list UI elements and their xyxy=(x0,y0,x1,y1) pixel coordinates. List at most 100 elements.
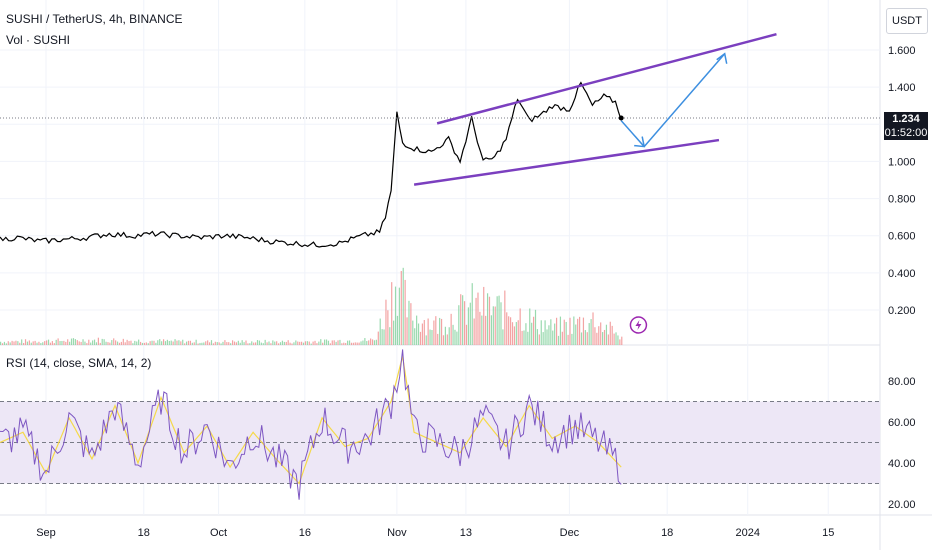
volume-bar xyxy=(17,341,19,345)
volume-legend[interactable]: Vol · SUSHI xyxy=(6,33,71,47)
rsi-tick-label: 80.00 xyxy=(888,376,916,388)
volume-bar xyxy=(469,302,471,345)
volume-bar xyxy=(262,343,264,345)
volume-bar xyxy=(408,300,410,345)
volume-bar xyxy=(389,327,391,345)
volume-bar xyxy=(617,335,619,345)
volume-bar xyxy=(565,321,567,345)
volume-bar xyxy=(509,317,512,345)
volume-bar xyxy=(444,326,446,345)
volume-bar xyxy=(335,341,337,345)
volume-bar xyxy=(55,339,57,345)
volume-bar xyxy=(446,334,448,345)
volume-bar xyxy=(377,331,379,345)
volume-bar xyxy=(498,295,500,345)
volume-bar xyxy=(253,342,255,345)
volume-bar xyxy=(149,341,151,345)
volume-bar xyxy=(462,295,464,345)
volume-bar xyxy=(452,324,454,345)
volume-bar xyxy=(590,319,592,345)
volume-bar xyxy=(475,297,477,345)
volume-bar xyxy=(312,341,314,345)
volume-bar xyxy=(609,321,611,345)
volume-bar xyxy=(322,342,324,345)
rsi-moving-average-line xyxy=(0,356,622,485)
volume-bar xyxy=(23,342,25,345)
lightning-bolt-glyph xyxy=(635,320,642,330)
volume-bar xyxy=(504,290,506,345)
symbol-title[interactable]: SUSHI / TetherUS, 4h, BINANCE xyxy=(6,12,183,26)
volume-bar xyxy=(36,342,38,345)
volume-bar xyxy=(437,333,439,345)
volume-bar xyxy=(195,339,197,345)
volume-bar xyxy=(266,342,268,345)
volume-bar xyxy=(264,339,266,345)
volume-bar xyxy=(621,336,623,345)
volume-bar xyxy=(561,331,563,345)
volume-bar xyxy=(172,341,174,345)
volume-bar xyxy=(0,341,2,345)
volume-bar xyxy=(569,317,571,345)
volume-bar xyxy=(249,343,251,345)
volume-bar xyxy=(115,340,117,345)
rsi-legend[interactable]: RSI (14, close, SMA, 14, 2) xyxy=(6,356,152,370)
volume-bar xyxy=(531,322,533,345)
volume-bar xyxy=(38,341,40,345)
volume-bar xyxy=(220,343,222,345)
volume-bar xyxy=(164,341,167,345)
volume-bar xyxy=(358,342,360,345)
volume-bar xyxy=(316,343,318,345)
channel-upper-trendline xyxy=(436,33,777,125)
volume-bar xyxy=(168,340,170,345)
volume-bar xyxy=(170,340,172,345)
volume-bar xyxy=(588,323,590,345)
volume-bar xyxy=(276,341,278,345)
volume-bar xyxy=(431,330,433,345)
volume-bar xyxy=(329,343,331,345)
volume-bar xyxy=(113,338,115,345)
volume-bar xyxy=(207,340,209,345)
volume-bar xyxy=(59,341,61,345)
currency-selector[interactable]: USDT xyxy=(886,8,928,34)
volume-bar xyxy=(272,340,274,345)
volume-bar xyxy=(463,301,466,345)
volume-bar xyxy=(189,340,192,345)
volume-bar xyxy=(155,342,157,345)
volume-bar xyxy=(260,342,262,345)
volume-bar xyxy=(485,315,487,345)
volume-bar xyxy=(605,324,608,345)
price-line xyxy=(0,81,622,248)
volume-bar xyxy=(210,340,213,345)
volume-bar xyxy=(521,330,523,345)
volume-bar xyxy=(306,341,308,345)
volume-bar xyxy=(134,340,136,345)
volume-bar xyxy=(442,335,445,345)
volume-bar xyxy=(184,343,186,345)
volume-bar xyxy=(435,316,437,345)
rsi-band-fill xyxy=(0,401,880,484)
volume-bar xyxy=(341,343,343,345)
volume-bar xyxy=(366,341,368,345)
volume-bar xyxy=(421,323,423,345)
volume-bar xyxy=(90,342,92,345)
time-tick-label: Nov xyxy=(387,527,407,539)
volume-bar xyxy=(519,308,521,345)
volume-bar xyxy=(525,323,527,345)
volume-bar xyxy=(458,305,460,345)
volume-bar xyxy=(47,339,50,345)
volume-bar xyxy=(72,338,75,345)
volume-bar xyxy=(132,343,134,345)
volume-bar xyxy=(490,315,493,345)
volume-bar xyxy=(187,340,190,345)
projection-arrow-up-head xyxy=(716,52,728,64)
volume-bar xyxy=(95,342,98,345)
volume-bar xyxy=(423,320,425,345)
volume-bar xyxy=(550,319,552,345)
volume-bar xyxy=(356,342,358,345)
volume-bar xyxy=(473,318,475,345)
volume-bar xyxy=(352,342,354,345)
volume-bar xyxy=(536,329,539,345)
volume-bar xyxy=(239,342,241,345)
